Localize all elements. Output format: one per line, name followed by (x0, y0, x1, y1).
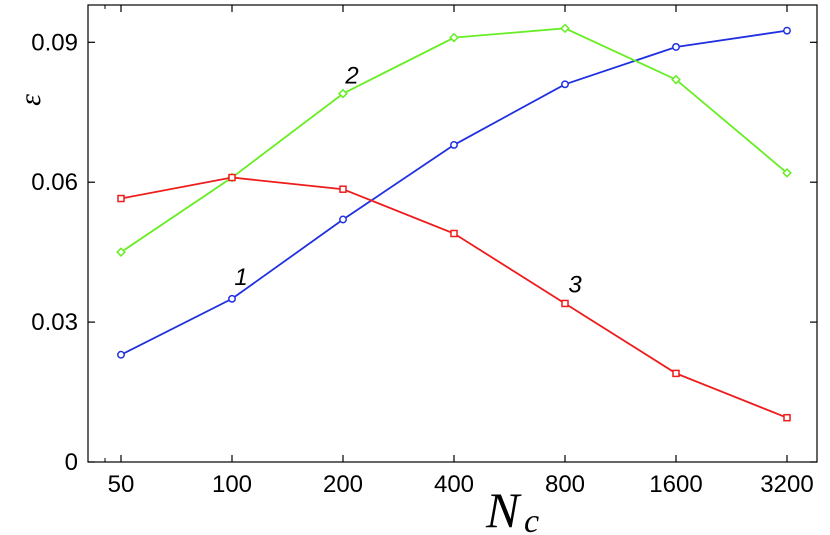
data-point (339, 215, 347, 224)
x-axis-title-subscript: c (524, 503, 539, 535)
series-3 (117, 173, 791, 422)
series-line (120, 29, 788, 356)
axes: 50 100 200 400 800 1600 3200 0 0.03 0.06 0.09 (31, 5, 817, 498)
data-point (117, 350, 125, 359)
x-tick-label: 3200 (760, 471, 813, 498)
x-tick-label: 1600 (649, 471, 702, 498)
data-point (450, 229, 458, 238)
y-tick-label: 0.09 (31, 29, 78, 56)
data-point (560, 23, 570, 34)
x-tick-label: 200 (323, 471, 363, 498)
series-line (120, 176, 788, 419)
data-point (672, 369, 680, 378)
x-tick-label: 800 (545, 471, 585, 498)
series-annotation: 3 (568, 271, 582, 298)
x-axis-title: N (485, 482, 522, 535)
y-tick-label: 0.06 (31, 169, 78, 196)
data-point (782, 168, 792, 178)
labels: ε N c 1 2 3 (14, 63, 582, 535)
data-point (561, 299, 569, 308)
data-point (228, 173, 236, 182)
data-point (338, 88, 348, 99)
data-point (116, 247, 126, 258)
data-point (783, 26, 791, 35)
y-tick-label: 0.03 (31, 309, 78, 336)
data-point (228, 294, 236, 303)
y-axis-title: ε (14, 94, 47, 106)
series-group (116, 23, 792, 422)
series-line (120, 27, 788, 253)
data-point (561, 80, 569, 89)
data-point (450, 140, 458, 149)
plot-area (87, 4, 818, 463)
data-point (339, 185, 347, 193)
series-1 (117, 26, 791, 359)
data-point (672, 43, 680, 51)
series-2 (116, 23, 792, 258)
series-annotation: 2 (344, 63, 358, 90)
data-point (449, 32, 459, 43)
plot-frame (87, 4, 818, 463)
y-tick-label: 0 (65, 449, 78, 476)
x-tick-label: 50 (108, 471, 135, 498)
x-tick-label: 400 (434, 471, 474, 498)
x-tick-label: 100 (212, 471, 252, 498)
data-point (783, 413, 791, 422)
data-point (117, 194, 125, 203)
series-annotation: 1 (234, 264, 247, 291)
data-point (671, 74, 681, 85)
